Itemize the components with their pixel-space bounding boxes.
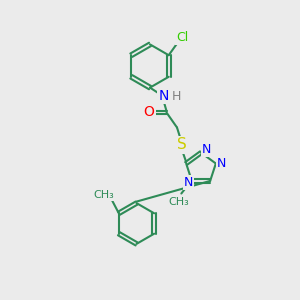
Text: N: N [217, 157, 226, 170]
Text: Cl: Cl [176, 31, 188, 44]
Text: N: N [202, 143, 211, 156]
Text: CH₃: CH₃ [94, 190, 114, 200]
Text: N: N [158, 89, 169, 103]
Text: H: H [171, 89, 181, 103]
Text: O: O [144, 106, 154, 119]
Text: CH₃: CH₃ [168, 197, 189, 207]
Text: S: S [177, 137, 186, 152]
Text: N: N [184, 176, 193, 189]
